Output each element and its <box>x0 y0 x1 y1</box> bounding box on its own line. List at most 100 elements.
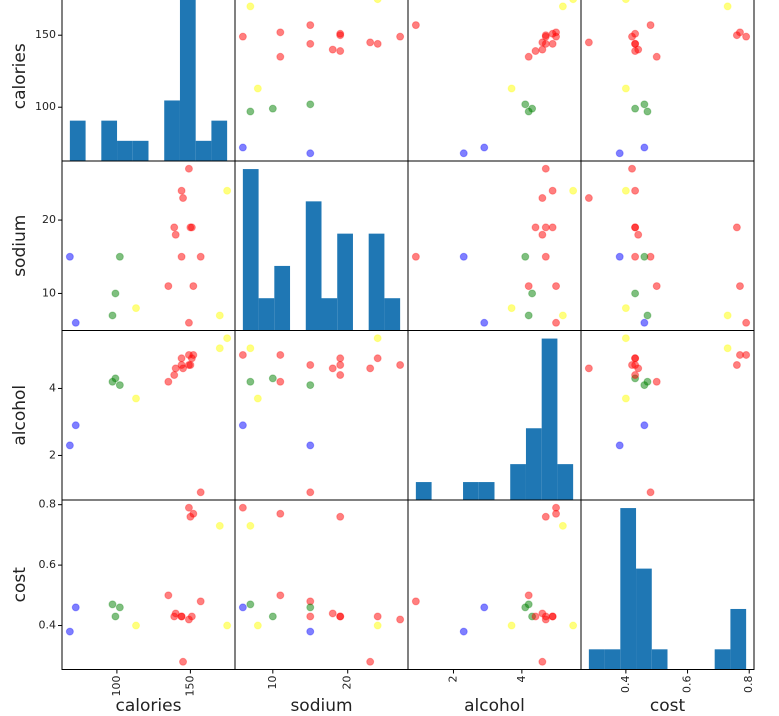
histogram-bar <box>321 298 338 331</box>
scatter-point <box>643 107 652 116</box>
histogram-bar <box>510 464 526 500</box>
scatter-point <box>177 612 186 621</box>
histogram-bar <box>101 120 118 161</box>
scatter-point <box>196 488 205 497</box>
scatter-point <box>735 282 744 291</box>
panel-frame <box>61 330 236 501</box>
scatter-point <box>115 252 124 261</box>
y-axis-label: calories <box>10 43 30 109</box>
scatter-point <box>336 361 345 370</box>
scatter-point <box>723 2 732 11</box>
y-tick-label: 0.6 <box>39 558 57 571</box>
scatter-point <box>179 657 188 666</box>
histogram-bar <box>258 298 275 331</box>
histogram-bar <box>274 265 291 331</box>
scatter-point <box>186 512 195 521</box>
scatter-point <box>179 194 188 203</box>
scatter-point <box>538 38 547 47</box>
scatter-point <box>170 223 179 232</box>
scatter-point <box>268 104 277 113</box>
scatter-point <box>336 371 345 380</box>
y-tick-label: 100 <box>35 100 56 113</box>
scatter-point <box>558 521 567 530</box>
scatter-point <box>646 21 655 30</box>
x-tick-label: 0.6 <box>681 676 694 694</box>
panel-frame <box>580 160 755 331</box>
scatter-point <box>524 591 533 600</box>
histogram-bar <box>117 140 133 161</box>
panel-frame <box>234 330 409 501</box>
scatter-point <box>306 149 315 158</box>
x-axis-label: alcohol <box>464 696 525 716</box>
histogram-bar <box>730 608 747 670</box>
histogram-bar <box>620 508 637 670</box>
scatter-point <box>246 2 255 11</box>
scatter-point <box>184 503 193 512</box>
scatter-point <box>336 47 345 56</box>
scatter-point <box>480 603 489 612</box>
scatter-point <box>569 621 578 630</box>
scatter-point <box>373 621 382 630</box>
scatter-point <box>215 311 224 320</box>
scatter-point <box>396 361 405 370</box>
histogram-bar <box>415 482 432 500</box>
scatter-point <box>238 350 247 359</box>
scatter-point <box>640 252 649 261</box>
scatter-point <box>373 354 382 363</box>
histogram-bar <box>651 649 668 670</box>
scatter-point <box>411 21 420 30</box>
scatter-point <box>164 282 173 291</box>
scatter-point <box>507 84 516 93</box>
scatter-point <box>621 84 630 93</box>
scatter-point <box>631 39 640 48</box>
scatter-point <box>628 164 637 173</box>
scatter-point <box>558 311 567 320</box>
scatter-point <box>531 223 540 232</box>
scatter-point <box>538 194 547 203</box>
scatter-point <box>548 223 557 232</box>
scatter-point <box>621 334 630 343</box>
scatter-point <box>615 149 624 158</box>
scatter-point <box>108 600 117 609</box>
x-tick-label: 4 <box>515 676 528 683</box>
histogram-bar <box>588 649 605 670</box>
scatter-point <box>628 361 637 370</box>
panel-frame <box>580 330 755 501</box>
scatter-point <box>306 627 315 636</box>
scatter-point <box>524 311 533 320</box>
x-tick-label: 2 <box>446 676 459 683</box>
scatter-point <box>723 344 732 353</box>
x-axis-label: sodium <box>290 696 352 716</box>
scatter-point <box>108 377 117 386</box>
scatter-point <box>541 223 550 232</box>
scatter-point <box>524 282 533 291</box>
scatter-point <box>732 223 741 232</box>
scatter-point <box>584 364 593 373</box>
y-axis-label: alcohol <box>10 385 30 446</box>
y-tick-label: 150 <box>35 28 56 41</box>
scatter-point <box>268 612 277 621</box>
scatter-point <box>524 52 533 61</box>
histogram-bar <box>541 338 558 500</box>
scatter-point <box>643 377 652 386</box>
scatter-point <box>238 143 247 152</box>
scatter-point <box>531 612 540 621</box>
scatter-point <box>306 381 315 390</box>
scatter-point <box>652 52 661 61</box>
scatter-point <box>631 289 640 298</box>
scatter-point <box>507 621 516 630</box>
scatter-point <box>223 186 232 195</box>
scatter-point <box>459 252 468 261</box>
scatter-point <box>621 0 630 4</box>
scatter-point <box>276 591 285 600</box>
scatter-point <box>65 441 74 450</box>
histogram-bar <box>69 120 86 161</box>
scatter-point <box>631 354 640 363</box>
scatter-point <box>164 377 173 386</box>
y-tick-label: 20 <box>42 213 56 226</box>
scatter-point <box>132 304 141 313</box>
histogram-bar <box>179 0 196 162</box>
panel-frame <box>407 160 582 331</box>
scatter-point <box>238 32 247 41</box>
scatter-point <box>177 186 186 195</box>
